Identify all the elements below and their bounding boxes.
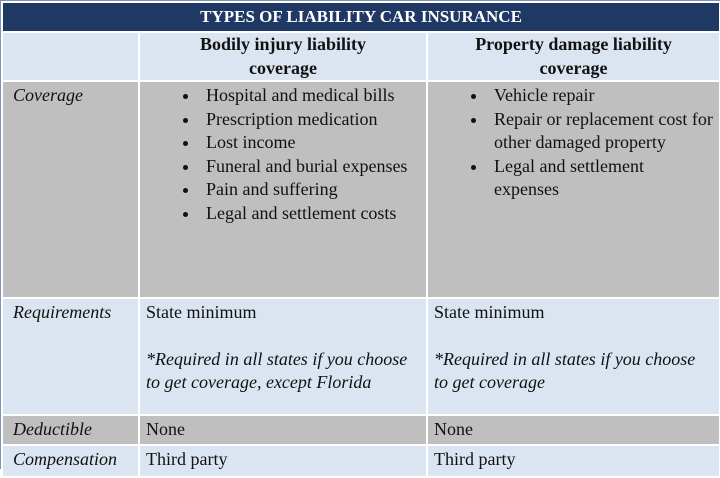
table-row: CoverageHospital and medical billsPrescr…: [1, 80, 720, 299]
bullet-item: Legal and settlement costs: [200, 202, 420, 226]
table-row: Deductible None None: [1, 414, 720, 446]
table-row: Compensation Third party Third party: [1, 443, 720, 478]
row-label: Requirements: [1, 297, 140, 416]
header-row: Bodily injury liability coverage Property…: [1, 31, 720, 82]
bullet-item: Repair or replacement cost for other dam…: [488, 108, 713, 155]
cell-text: State minimum: [146, 302, 257, 322]
cell-note: *Required in all states if you choose to…: [146, 348, 408, 393]
bullet-item: Prescription medication: [200, 108, 420, 132]
cell-note: *Required in all states if you choose to…: [434, 348, 696, 393]
bullet-item: Funeral and burial expenses: [200, 155, 420, 179]
column-header: Property damage liability coverage: [425, 31, 720, 82]
table-cell: None: [425, 414, 720, 446]
row-label: Compensation: [1, 443, 140, 478]
corner-cell: [1, 31, 140, 82]
table-cell: Hospital and medical billsPrescription m…: [138, 80, 428, 299]
bullet-item: Legal and settlement expenses: [488, 155, 713, 202]
bullet-item: Lost income: [200, 131, 420, 155]
table-cell: Vehicle repairRepair or replacement cost…: [425, 80, 720, 299]
table-cell: None: [138, 414, 428, 446]
table-cell: Third party: [138, 443, 428, 478]
table-cell: State minimum *Required in all states if …: [425, 297, 720, 416]
row-label: Deductible: [1, 414, 140, 446]
cell-text: Third party: [434, 448, 516, 469]
bullet-item: Pain and suffering: [200, 178, 420, 202]
bullet-list: Vehicle repairRepair or replacement cost…: [434, 84, 713, 202]
column-header: Bodily injury liability coverage: [138, 31, 428, 82]
row-label: Coverage: [1, 80, 140, 299]
table-cell: Third party: [425, 443, 720, 478]
cell-text: None: [434, 419, 473, 439]
cell-text: Third party: [146, 448, 228, 469]
bullet-item: Hospital and medical bills: [200, 84, 420, 108]
cell-text: None: [146, 419, 185, 439]
bullet-item: Vehicle repair: [488, 84, 713, 108]
table-row: Requirements State minimum *Required in al…: [1, 297, 720, 416]
cell-text: State minimum: [434, 302, 545, 322]
bullet-list: Hospital and medical billsPrescription m…: [146, 84, 420, 225]
table-title: TYPES OF LIABILITY CAR INSURANCE: [0, 1, 720, 33]
table-cell: State minimum *Required in all states if …: [138, 297, 428, 416]
